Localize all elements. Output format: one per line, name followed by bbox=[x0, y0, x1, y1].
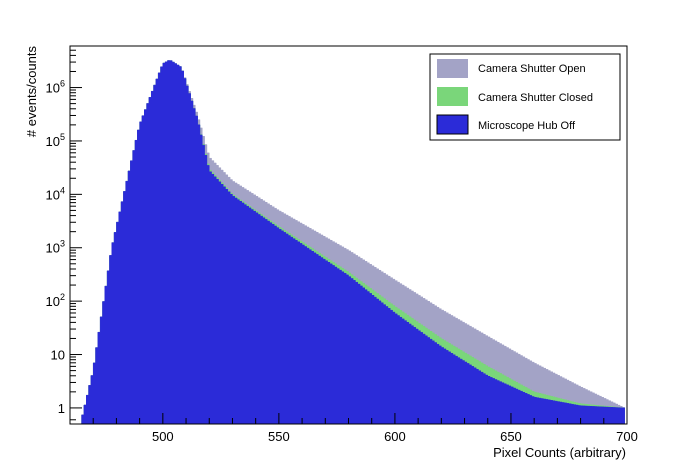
legend-swatch-closed bbox=[437, 87, 468, 106]
x-tick-label: 700 bbox=[616, 429, 638, 444]
x-tick-label: 550 bbox=[268, 429, 290, 444]
y-tick-label: 10 bbox=[51, 348, 65, 363]
y-tick-label: 1 bbox=[58, 401, 65, 416]
x-axis-title: Pixel Counts (arbitrary) bbox=[493, 445, 626, 460]
y-axis-title: # events/counts bbox=[24, 46, 39, 138]
y-tick-label: 104 bbox=[46, 185, 65, 202]
series-2 bbox=[81, 60, 625, 425]
histogram-bars-2 bbox=[81, 60, 625, 425]
y-tick-label: 106 bbox=[46, 79, 65, 96]
legend-swatch-open bbox=[437, 59, 468, 78]
x-tick-label: 600 bbox=[384, 429, 406, 444]
y-tick-label: 105 bbox=[46, 132, 65, 149]
y-tick-label: 102 bbox=[46, 292, 65, 309]
legend-swatch-hub-off bbox=[436, 114, 469, 135]
x-tick-label: 650 bbox=[500, 429, 522, 444]
legend: Camera Shutter Open Camera Shutter Close… bbox=[429, 53, 621, 141]
legend-label-closed: Camera Shutter Closed bbox=[478, 92, 593, 104]
y-tick-label: 103 bbox=[46, 239, 65, 256]
x-tick-label: 500 bbox=[152, 429, 174, 444]
axis-layer: 500 550 600 650 700 1 10 102 103 104 105 106 bbox=[46, 45, 638, 444]
legend-label-hub-off: Microscope Hub Off bbox=[478, 120, 576, 132]
series-layer bbox=[81, 60, 625, 425]
legend-label-open: Camera Shutter Open bbox=[478, 63, 586, 75]
